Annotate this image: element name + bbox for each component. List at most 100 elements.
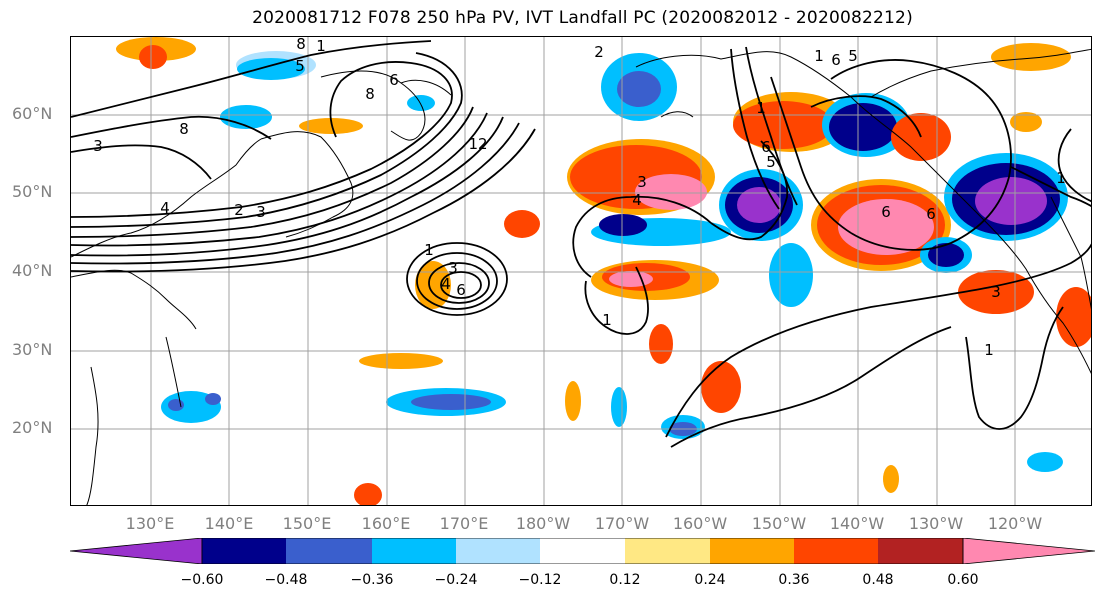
shade-blob bbox=[1027, 452, 1063, 472]
lon-label-170w: 170°W bbox=[594, 514, 650, 533]
lon-label-140e: 140°E bbox=[204, 514, 254, 533]
lon-label-130w: 130°W bbox=[908, 514, 964, 533]
colorbar-tick-label: 0.60 bbox=[947, 572, 979, 588]
colorbar-tick-label: −0.36 bbox=[350, 572, 394, 588]
colorbar-segment bbox=[540, 538, 625, 564]
contour-label: 1 bbox=[602, 311, 612, 329]
contour-label: 1 bbox=[814, 47, 824, 65]
shade-blob bbox=[928, 243, 964, 267]
contour-label: 6 bbox=[881, 203, 891, 221]
colorbar-segment bbox=[878, 538, 963, 564]
contour-label: 6 bbox=[831, 51, 841, 69]
lat-label-40n: 40°N bbox=[12, 261, 53, 280]
contour-layer bbox=[71, 40, 1091, 448]
contour-label: 2 bbox=[594, 43, 604, 61]
shade-blob bbox=[407, 95, 435, 111]
lon-label-170e: 170°E bbox=[439, 514, 489, 533]
colorbar-extend-low bbox=[70, 538, 203, 564]
contour-label: 6 bbox=[761, 138, 771, 156]
shade-blob bbox=[649, 324, 673, 364]
shade-blob bbox=[237, 58, 305, 80]
contour-label: 1 bbox=[424, 241, 434, 259]
lon-label-140w: 140°W bbox=[829, 514, 885, 533]
contour-label: 4 bbox=[632, 191, 642, 209]
lat-label-50n: 50°N bbox=[12, 182, 53, 201]
shade-blob bbox=[1010, 112, 1042, 132]
colorbar-segment bbox=[286, 538, 372, 564]
shade-blob bbox=[359, 353, 443, 369]
lon-label-150e: 150°E bbox=[282, 514, 332, 533]
contour-label: 1 bbox=[1056, 169, 1066, 187]
graticule bbox=[71, 37, 1091, 505]
shade-blob bbox=[411, 394, 491, 410]
shade-blob bbox=[769, 243, 813, 307]
contour-label: 1 bbox=[756, 99, 766, 117]
colorbar-segment bbox=[794, 538, 878, 564]
contour-label: 8 bbox=[296, 37, 306, 53]
lat-label-20n: 20°N bbox=[12, 418, 53, 437]
colorbar-segment bbox=[710, 538, 794, 564]
contour-label: 5 bbox=[766, 153, 776, 171]
shade-blob bbox=[838, 199, 934, 255]
shade-blob bbox=[1056, 287, 1091, 347]
contour-label: 5 bbox=[848, 47, 858, 65]
colorbar-tick-label: −0.12 bbox=[518, 572, 562, 588]
colorbar-extend-high bbox=[962, 538, 1095, 564]
lon-label-130e: 130°E bbox=[125, 514, 175, 533]
contour-label: 6 bbox=[456, 281, 466, 299]
map-panel: 8 1 2 5 6 8 1 6 5 3 4 8 2 12 1 3 4 6 1 6… bbox=[70, 36, 1092, 506]
shade-blob bbox=[883, 465, 899, 493]
colorbar-segment bbox=[202, 538, 286, 564]
contour-label: 6 bbox=[926, 205, 936, 223]
colorbar-tick-label: −0.48 bbox=[264, 572, 308, 588]
colorbar-segment bbox=[625, 538, 710, 564]
contour-label: 12 bbox=[468, 135, 487, 153]
colorbar-tick-label: −0.60 bbox=[180, 572, 224, 588]
contour-label: 8 bbox=[179, 120, 189, 138]
contour-label: 4 bbox=[160, 199, 170, 217]
shade-blob bbox=[504, 210, 540, 238]
shade-blob bbox=[617, 71, 661, 107]
shading-layer bbox=[116, 37, 1091, 505]
contour-label: 2 bbox=[234, 201, 244, 219]
shade-blob bbox=[635, 174, 707, 210]
shade-blob bbox=[220, 105, 272, 129]
colorbar-segment bbox=[456, 538, 540, 564]
shade-blob bbox=[733, 101, 833, 149]
contour-label: 3 bbox=[256, 203, 266, 221]
contour-label: 3 bbox=[991, 283, 1001, 301]
shade-blob bbox=[139, 45, 167, 69]
colorbar-tick-label: 0.48 bbox=[862, 572, 894, 588]
shade-blob bbox=[565, 381, 581, 421]
colorbar-tick-label: 0.24 bbox=[694, 572, 726, 588]
colorbar-tick-label: 0.36 bbox=[778, 572, 810, 588]
lon-label-150w: 150°W bbox=[751, 514, 807, 533]
shade-blob bbox=[599, 214, 647, 236]
contour-label: 4 bbox=[441, 275, 451, 293]
colorbar bbox=[70, 538, 1095, 564]
contour-label: 3 bbox=[93, 137, 103, 155]
shade-blob bbox=[299, 118, 363, 134]
shade-blob bbox=[611, 387, 627, 427]
lon-label-160w: 160°W bbox=[672, 514, 728, 533]
shade-blob bbox=[737, 187, 781, 223]
lon-label-180w: 180°W bbox=[515, 514, 571, 533]
contour-label: 1 bbox=[316, 37, 326, 55]
shade-blob bbox=[168, 399, 184, 411]
colorbar-segment bbox=[372, 538, 456, 564]
colorbar-tick-label: 0.12 bbox=[609, 572, 641, 588]
colorbar-tick-label: −0.24 bbox=[434, 572, 478, 588]
contour-label: 5 bbox=[295, 57, 305, 75]
contour-label: 3 bbox=[448, 259, 458, 277]
lat-label-60n: 60°N bbox=[12, 104, 53, 123]
map-canvas: 8 1 2 5 6 8 1 6 5 3 4 8 2 12 1 3 4 6 1 6… bbox=[71, 37, 1091, 505]
shade-blob bbox=[354, 483, 382, 505]
shade-blob bbox=[975, 177, 1047, 225]
contour-label: 3 bbox=[637, 173, 647, 191]
contour-label: 8 bbox=[365, 85, 375, 103]
lon-label-160e: 160°E bbox=[361, 514, 411, 533]
contour-label-layer: 8 1 2 5 6 8 1 6 5 3 4 8 2 12 1 3 4 6 1 6… bbox=[93, 37, 1066, 359]
contour-label: 6 bbox=[389, 71, 399, 89]
lon-label-120w: 120°W bbox=[987, 514, 1043, 533]
page-title: 2020081712 F078 250 hPa PV, IVT Landfall… bbox=[252, 8, 913, 28]
